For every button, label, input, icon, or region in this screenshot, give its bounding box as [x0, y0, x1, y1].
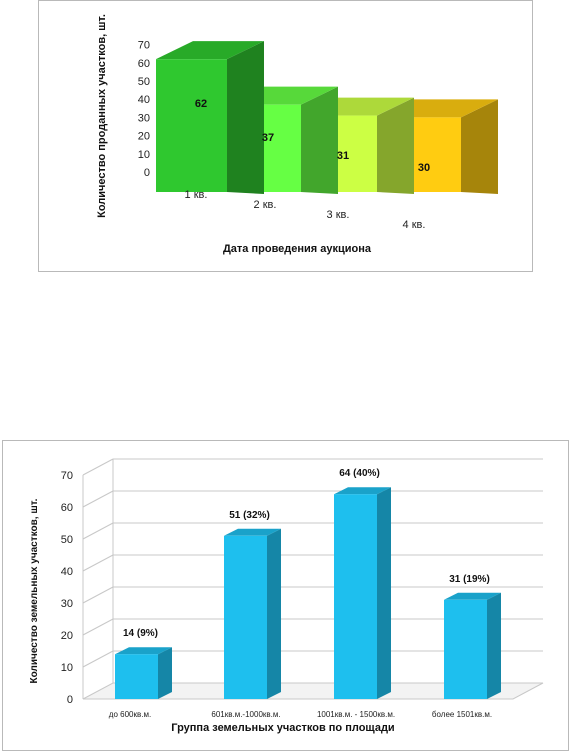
bar-data-label: 64 (40%) — [339, 468, 380, 479]
bar-data-label: 14 (9%) — [123, 628, 158, 639]
bar-side — [377, 487, 391, 699]
x-tick-label: 2 кв. — [254, 199, 277, 211]
x-tick-label: до 600кв.м. — [109, 710, 151, 719]
x-tick-label: 1001кв.м. - 1500кв.м. — [317, 710, 395, 719]
y-tick-label: 10 — [61, 662, 73, 674]
bar-front — [444, 599, 487, 699]
bar-side — [377, 97, 414, 194]
bar-side — [487, 592, 501, 699]
y-tick-label: 30 — [138, 112, 150, 124]
bar-side — [461, 99, 498, 194]
x-tick-label: 3 кв. — [327, 209, 350, 221]
y-tick-label: 60 — [138, 58, 150, 70]
gridline-side — [82, 522, 114, 540]
bar-top — [444, 592, 501, 600]
bar-data-label: 30 — [418, 162, 430, 174]
bar-front — [115, 654, 158, 699]
x-axis-title: Дата проведения аукциона — [223, 243, 372, 255]
bar-data-label: 37 — [262, 132, 274, 144]
y-tick-label: 50 — [138, 76, 150, 88]
gridline-side — [82, 490, 114, 508]
y-tick-label: 20 — [61, 630, 73, 642]
gridline-side — [82, 586, 114, 604]
y-tick-label: 70 — [138, 40, 150, 52]
y-tick-label: 30 — [61, 598, 73, 610]
y-axis-title: Количество проданных участков, шт. — [96, 14, 108, 218]
gridline-side — [82, 458, 114, 476]
gridline-side — [82, 650, 114, 668]
x-axis-title: Группа земельных участков по площади — [171, 722, 394, 734]
x-tick-label: 1 кв. — [185, 189, 208, 201]
y-tick-label: 20 — [138, 131, 150, 143]
x-tick-label: 4 кв. — [403, 219, 426, 231]
y-tick-label: 10 — [138, 149, 150, 161]
gridline-side — [82, 554, 114, 572]
y-tick-label: 0 — [67, 694, 73, 706]
y-tick-label: 70 — [61, 470, 73, 482]
y-tick-label: 0 — [144, 167, 150, 179]
chart-step-bars: 0 10 20 30 40 50 60 70 Количество проданных учас… — [38, 0, 533, 272]
bar-top — [115, 647, 172, 655]
chart-step-bars-svg: 0 10 20 30 40 50 60 70 Количество проданных учас… — [96, 14, 498, 255]
bar-top — [224, 528, 281, 536]
y-tick-label: 40 — [138, 94, 150, 106]
x-tick-label: более 1501кв.м. — [432, 710, 492, 719]
bar-side — [227, 41, 264, 194]
bar-data-label: 62 — [195, 98, 207, 110]
bar-side — [267, 528, 281, 699]
bar-side — [301, 86, 338, 194]
bar-top — [156, 41, 264, 60]
y-tick-label: 40 — [61, 566, 73, 578]
bar-front — [224, 535, 267, 699]
chart-area-groups: 0 10 20 30 40 50 60 70 Количество земельных учас… — [2, 440, 569, 751]
bar-front — [334, 494, 377, 699]
y-tick-label: 50 — [61, 534, 73, 546]
y-tick-label: 60 — [61, 502, 73, 514]
bar-side — [158, 647, 172, 699]
bar-data-label: 51 (32%) — [229, 510, 270, 521]
bar-front — [156, 59, 227, 192]
chart-area-groups-svg: 0 10 20 30 40 50 60 70 Количество земельных учас… — [29, 458, 544, 734]
y-axis-title: Количество земельных участков, шт. — [29, 498, 40, 683]
x-tick-label: 601кв.м.-1000кв.м. — [211, 710, 280, 719]
bar-data-label: 31 (19%) — [449, 574, 490, 585]
gridline-side — [82, 618, 114, 636]
bar-data-label: 31 — [337, 150, 349, 162]
bar-top — [334, 487, 391, 495]
